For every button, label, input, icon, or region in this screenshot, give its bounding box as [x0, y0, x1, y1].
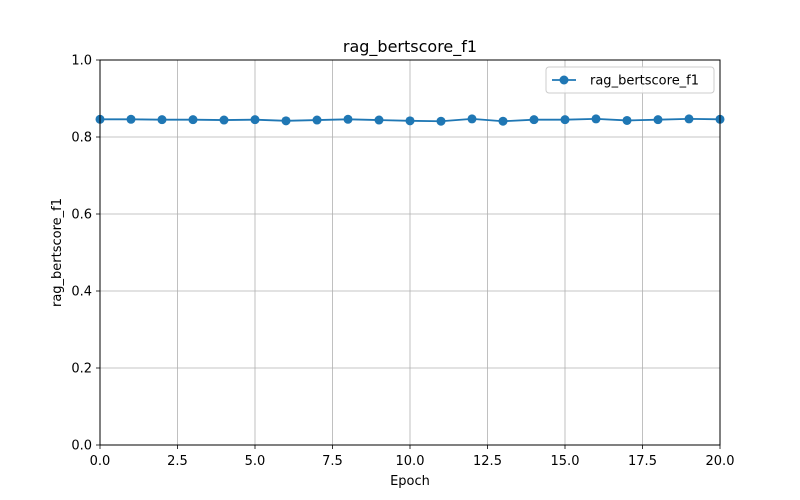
data-point	[219, 115, 229, 125]
data-point	[157, 115, 167, 125]
legend-marker-swatch	[559, 75, 569, 85]
chart-title: rag_bertscore_f1	[343, 37, 477, 57]
data-point	[374, 115, 384, 125]
axis-ticks: 0.0 2.5 5.0 7.5 10.0 12.5 15.0 17.5 20.0 0.0 0.2 0.…	[71, 54, 734, 470]
y-tick-label: 0.6	[71, 208, 92, 223]
x-tick-label: 10.0	[396, 454, 425, 469]
legend: rag_bertscore_f1	[545, 66, 715, 94]
x-tick-label: 12.5	[473, 454, 502, 469]
data-point	[436, 116, 446, 126]
y-tick-label: 0.8	[71, 131, 92, 146]
legend-entry-label: rag_bertscore_f1	[590, 74, 699, 89]
data-point	[281, 116, 291, 126]
x-tick-label: 5.0	[245, 454, 266, 469]
x-tick-label: 17.5	[628, 454, 657, 469]
data-point	[188, 115, 198, 125]
data-point	[498, 116, 508, 126]
data-point	[126, 114, 136, 124]
data-point	[529, 115, 539, 125]
y-tick-label: 1.0	[71, 54, 92, 69]
data-point	[312, 115, 322, 125]
x-tick-label: 20.0	[706, 454, 735, 469]
y-tick-label: 0.4	[71, 285, 92, 300]
series-layer	[95, 114, 725, 126]
data-point	[467, 114, 477, 124]
data-point	[684, 114, 694, 124]
data-point	[622, 115, 632, 125]
y-axis-label: rag_bertscore_f1	[50, 198, 65, 307]
data-point	[653, 115, 663, 125]
data-point	[560, 115, 570, 125]
data-point	[591, 114, 601, 124]
data-point	[250, 115, 260, 125]
x-tick-label: 15.0	[551, 454, 580, 469]
y-tick-label: 0.2	[71, 362, 92, 377]
data-point	[343, 114, 353, 124]
legend-box	[545, 66, 715, 94]
x-tick-label: 0.0	[90, 454, 111, 469]
x-axis-label: Epoch	[390, 474, 430, 489]
data-point	[405, 116, 415, 126]
y-tick-label: 0.0	[71, 439, 92, 454]
x-tick-label: 2.5	[167, 454, 188, 469]
x-tick-label: 7.5	[322, 454, 343, 469]
